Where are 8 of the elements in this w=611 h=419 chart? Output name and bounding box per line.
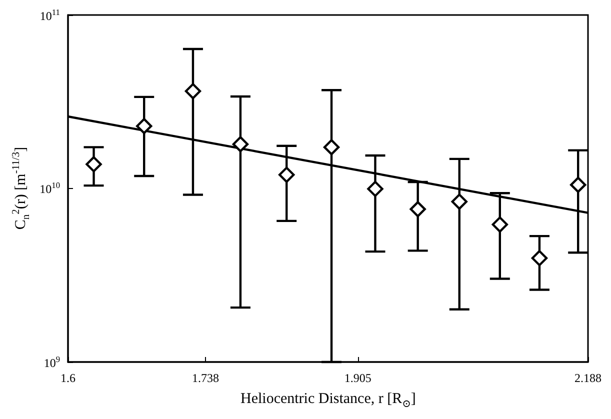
x-tick-label: 1.6 xyxy=(60,371,76,385)
x-axis-title: Heliocentric Distance, r [R$_{⊙}$] xyxy=(240,391,416,410)
y-tick-label: 10$^{9}$ xyxy=(44,354,60,370)
x-tick-label: 1.738 xyxy=(192,371,219,385)
x-tick-label: 2.188 xyxy=(574,371,602,385)
x-tick-label: 1.905 xyxy=(344,371,372,385)
y-tick-label: 10$^{10}$ xyxy=(40,181,60,196)
y-tick-label: 10$^{11}$ xyxy=(40,8,60,22)
